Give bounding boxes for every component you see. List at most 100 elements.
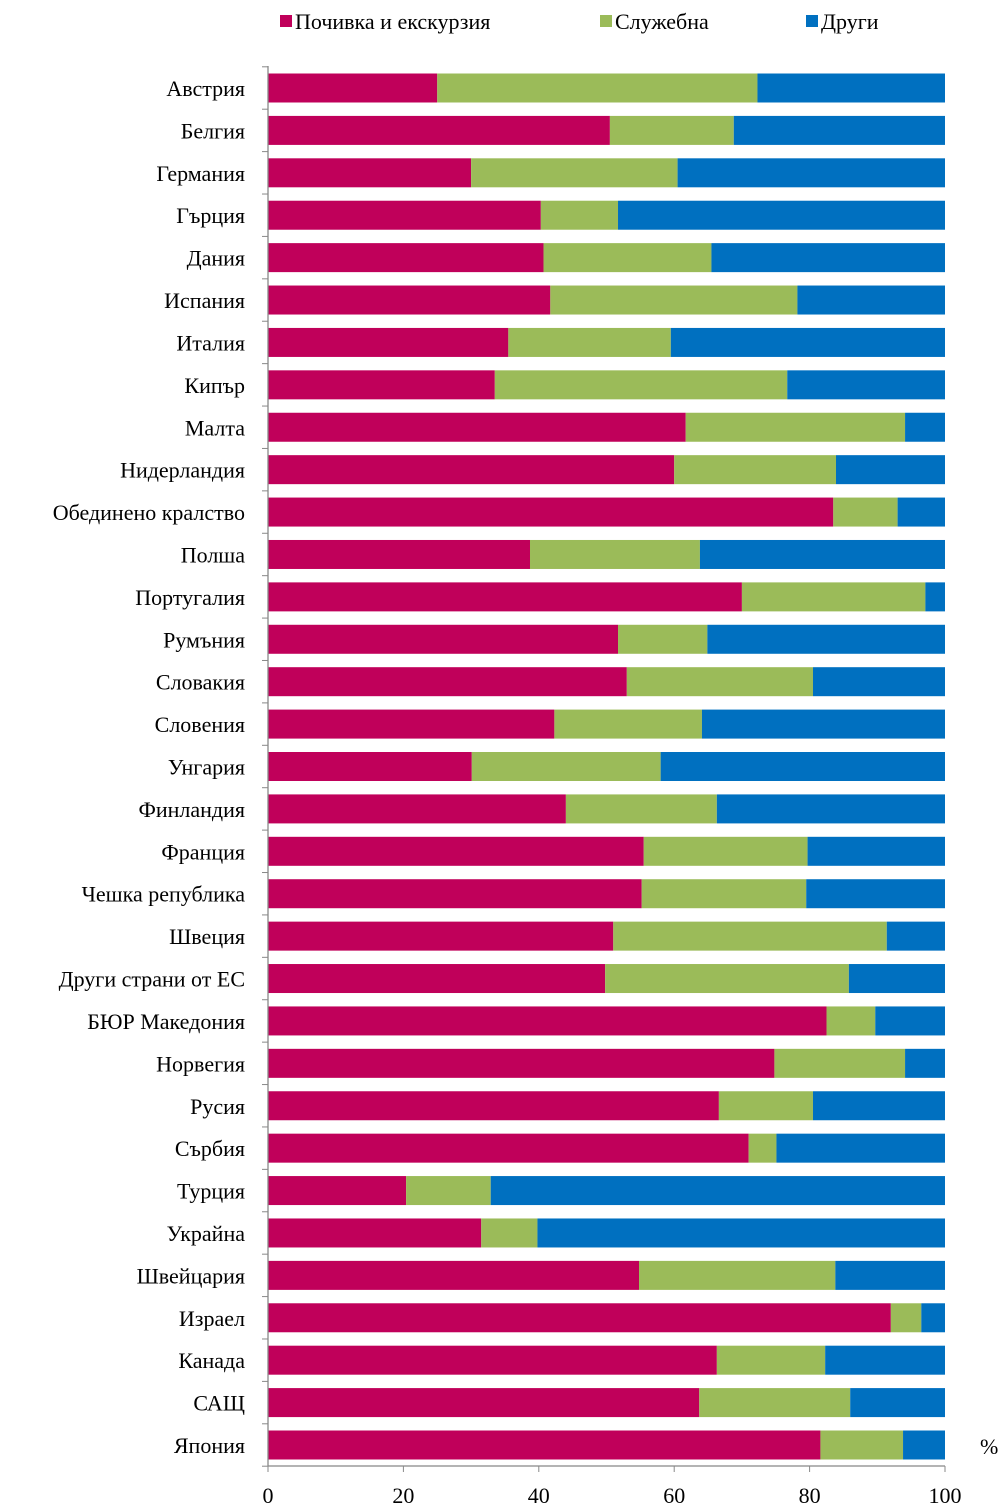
bar-segment-2-row-15 [626, 667, 813, 697]
bar-segment-2-row-10 [674, 455, 836, 485]
category-label: Чешка република [82, 882, 246, 907]
bar-segment-1-row-2 [268, 115, 610, 145]
bar-segment-2-row-5 [543, 243, 712, 273]
bar-segment-3-row-32 [850, 1388, 945, 1418]
bar-segment-1-row-20 [268, 879, 642, 909]
bar-segment-3-row-18 [716, 794, 945, 824]
bar-segment-3-row-12 [699, 539, 945, 569]
category-label: Норвегия [156, 1051, 245, 1076]
bar-segment-2-row-26 [748, 1133, 777, 1163]
bar-segment-2-row-11 [833, 497, 898, 527]
bar-segment-1-row-7 [268, 327, 509, 357]
bar-segment-2-row-33 [820, 1430, 904, 1460]
bar-segment-1-row-17 [268, 752, 472, 781]
legend-swatch [600, 15, 612, 27]
category-label: Русия [190, 1094, 245, 1119]
category-label: Малта [185, 415, 245, 440]
bar-segment-1-row-24 [268, 1048, 775, 1078]
bar-segment-1-row-31 [268, 1345, 717, 1375]
bar-segment-2-row-21 [613, 921, 887, 951]
bar-segment-2-row-16 [554, 709, 702, 739]
bar-segment-1-row-6 [268, 285, 551, 315]
bar-segment-2-row-6 [550, 285, 798, 315]
bar-segment-2-row-1 [437, 73, 758, 103]
bar-segment-3-row-27 [490, 1176, 945, 1206]
category-label: Дания [187, 246, 245, 271]
bar-segment-3-row-9 [905, 412, 945, 442]
bar-segment-3-row-33 [903, 1430, 945, 1460]
bar-segment-3-row-19 [807, 836, 945, 866]
bar-segment-1-row-10 [268, 455, 675, 485]
bar-segment-3-row-28 [537, 1218, 945, 1248]
category-label: Белгия [181, 118, 245, 143]
category-label: Турция [177, 1179, 245, 1204]
bar-segment-3-row-2 [733, 115, 945, 145]
bar-segment-3-row-14 [707, 624, 945, 654]
category-label: Италия [176, 330, 245, 355]
legend-swatch [280, 15, 292, 27]
category-label: Израел [179, 1306, 245, 1331]
category-label: Швейцария [137, 1263, 245, 1288]
bar-segment-2-row-14 [618, 624, 708, 654]
bar-segment-3-row-10 [836, 455, 945, 485]
bar-segment-1-row-1 [268, 73, 438, 103]
category-label: Португалия [135, 585, 245, 610]
bar-segment-1-row-14 [268, 624, 619, 654]
bar-segment-3-row-7 [670, 327, 945, 357]
bar-segment-3-row-6 [797, 285, 945, 315]
bar-segment-3-row-8 [787, 370, 945, 400]
bar-segment-2-row-29 [639, 1260, 836, 1290]
category-labels: Австрия Белгия Германия Гърция Дания Испания И… [53, 76, 246, 1458]
bar-segment-1-row-21 [268, 921, 614, 951]
bar-segment-1-row-8 [268, 370, 495, 400]
x-tick-label: 20 [392, 1483, 414, 1508]
bar-segment-1-row-28 [268, 1218, 482, 1248]
bar-segment-1-row-18 [268, 794, 566, 824]
bar-segment-2-row-13 [741, 582, 926, 612]
x-tick-label: 0 [263, 1483, 274, 1508]
bar-segment-3-row-13 [925, 582, 945, 612]
bar-segment-1-row-13 [268, 582, 742, 612]
bar-segment-2-row-7 [508, 327, 671, 357]
category-label: Унгария [168, 755, 245, 780]
bar-segment-3-row-15 [812, 667, 945, 697]
bar-segment-3-row-1 [757, 73, 945, 103]
bar-segment-3-row-17 [660, 752, 945, 781]
x-tick-label: 40 [528, 1483, 550, 1508]
bar-segment-1-row-9 [268, 412, 686, 442]
bar-segment-2-row-25 [718, 1091, 813, 1121]
legend-label: Други [821, 9, 879, 34]
bar-segment-1-row-26 [268, 1133, 749, 1163]
category-label: Австрия [166, 76, 245, 101]
bar-segment-2-row-22 [605, 964, 849, 994]
category-label: Сърбия [175, 1136, 245, 1161]
category-label: Нидерландия [120, 458, 245, 483]
category-label: Испания [164, 288, 245, 313]
bar-segment-2-row-31 [716, 1345, 826, 1375]
bar-segment-1-row-22 [268, 964, 606, 994]
bar-segment-1-row-12 [268, 539, 530, 569]
x-axis-unit-label: % [980, 1434, 998, 1459]
x-tick-label: 60 [663, 1483, 685, 1508]
category-label: Словения [155, 712, 245, 737]
bar-segment-2-row-3 [471, 158, 678, 188]
bar-segment-2-row-23 [826, 1006, 876, 1036]
bar-segment-3-row-25 [812, 1091, 945, 1121]
bar-segment-1-row-32 [268, 1388, 700, 1418]
bar-segment-1-row-25 [268, 1091, 719, 1121]
bar-segment-3-row-5 [711, 243, 945, 273]
category-label: Румъния [163, 627, 245, 652]
bars [268, 73, 945, 1460]
bar-segment-3-row-29 [835, 1260, 945, 1290]
bar-segment-2-row-20 [641, 879, 807, 909]
bar-segment-3-row-31 [825, 1345, 945, 1375]
category-label: Обединено кралство [53, 500, 245, 525]
bar-segment-3-row-26 [776, 1133, 945, 1163]
category-label: Япония [174, 1433, 245, 1458]
bar-segment-1-row-27 [268, 1176, 407, 1206]
category-label: Франция [161, 839, 245, 864]
bar-segment-3-row-16 [701, 709, 945, 739]
legend-swatch [806, 15, 818, 27]
bar-segment-1-row-19 [268, 836, 644, 866]
